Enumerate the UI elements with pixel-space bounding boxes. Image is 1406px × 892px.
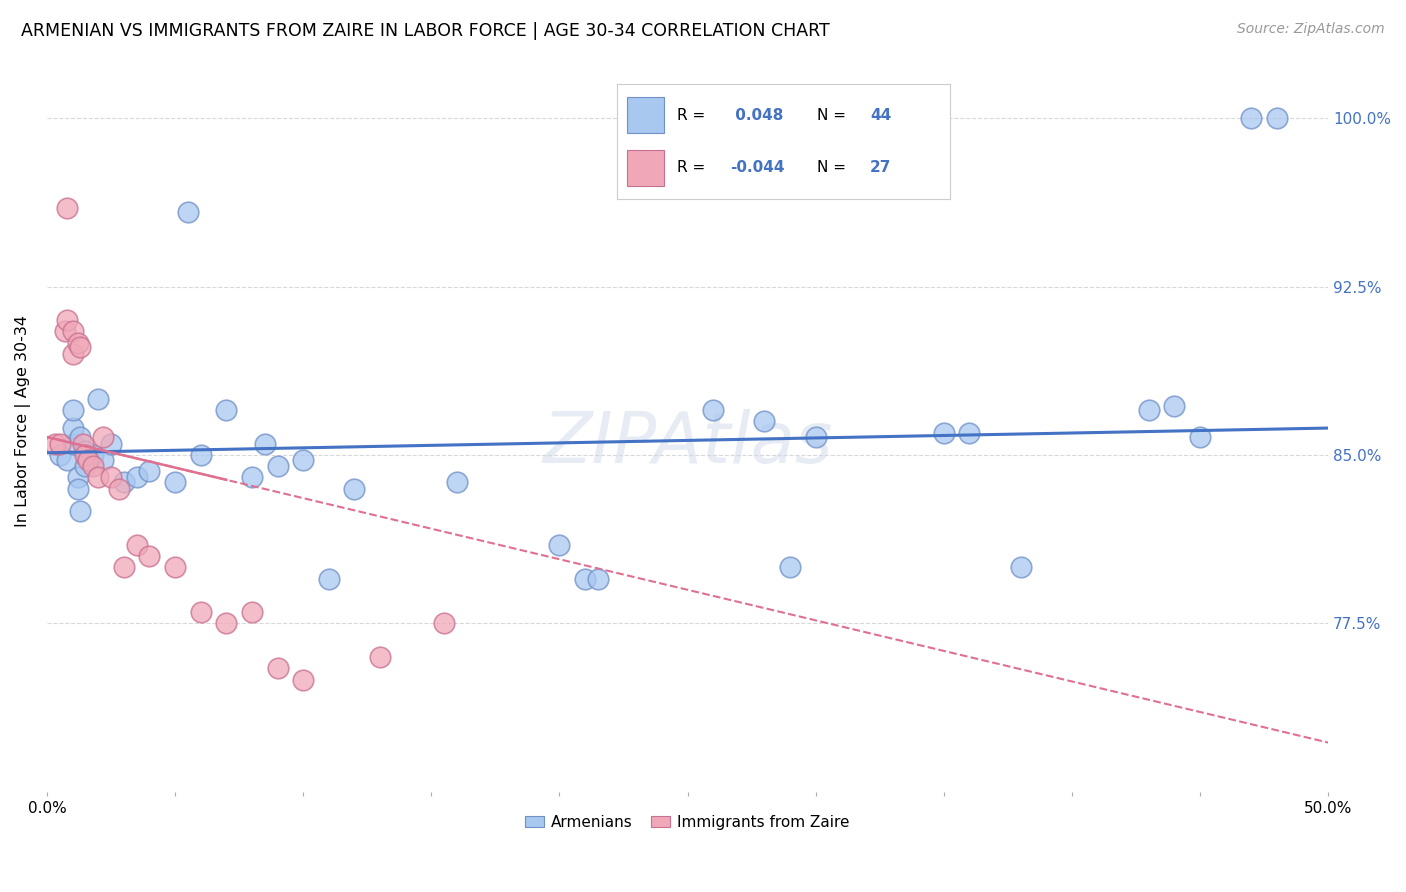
Point xyxy=(75,459,97,474)
Point xyxy=(368,650,391,665)
Point xyxy=(1137,403,1160,417)
Point xyxy=(240,605,263,619)
Point xyxy=(100,437,122,451)
Point xyxy=(318,572,340,586)
Point xyxy=(62,325,84,339)
Point xyxy=(253,437,276,451)
Point xyxy=(62,347,84,361)
Point xyxy=(266,661,288,675)
Point xyxy=(574,572,596,586)
Point xyxy=(1010,560,1032,574)
Point xyxy=(177,205,200,219)
Point xyxy=(56,452,79,467)
Point xyxy=(62,421,84,435)
Point xyxy=(100,470,122,484)
Point xyxy=(957,425,980,440)
Point xyxy=(69,340,91,354)
Point xyxy=(75,448,97,462)
Text: Source: ZipAtlas.com: Source: ZipAtlas.com xyxy=(1237,22,1385,37)
Point xyxy=(66,482,89,496)
Point xyxy=(292,452,315,467)
Point xyxy=(548,538,571,552)
Point xyxy=(754,414,776,428)
Point xyxy=(56,201,79,215)
Point xyxy=(93,430,115,444)
Point xyxy=(586,572,609,586)
Point xyxy=(62,403,84,417)
Y-axis label: In Labor Force | Age 30-34: In Labor Force | Age 30-34 xyxy=(15,315,31,527)
Point xyxy=(446,475,468,489)
Point xyxy=(433,616,456,631)
Point xyxy=(44,437,66,451)
Point xyxy=(1240,111,1263,125)
Point xyxy=(1265,111,1288,125)
Point xyxy=(138,549,160,563)
Point xyxy=(215,616,238,631)
Point xyxy=(56,313,79,327)
Legend: Armenians, Immigrants from Zaire: Armenians, Immigrants from Zaire xyxy=(519,809,856,836)
Point xyxy=(53,325,76,339)
Point xyxy=(93,452,115,467)
Point xyxy=(66,335,89,350)
Point xyxy=(240,470,263,484)
Point xyxy=(125,470,148,484)
Point xyxy=(266,459,288,474)
Point xyxy=(75,443,97,458)
Point xyxy=(125,538,148,552)
Point xyxy=(165,560,187,574)
Point xyxy=(82,459,104,474)
Point xyxy=(112,560,135,574)
Point xyxy=(932,425,955,440)
Point xyxy=(779,560,801,574)
Point xyxy=(77,452,100,467)
Text: ZIPAtlas: ZIPAtlas xyxy=(543,409,832,478)
Point xyxy=(215,403,238,417)
Point xyxy=(69,504,91,518)
Point xyxy=(72,437,94,451)
Point xyxy=(804,430,827,444)
Point xyxy=(112,475,135,489)
Point xyxy=(49,448,72,462)
Point xyxy=(66,470,89,484)
Point xyxy=(69,430,91,444)
Point xyxy=(107,482,129,496)
Point xyxy=(343,482,366,496)
Point xyxy=(292,673,315,687)
Text: ARMENIAN VS IMMIGRANTS FROM ZAIRE IN LABOR FORCE | AGE 30-34 CORRELATION CHART: ARMENIAN VS IMMIGRANTS FROM ZAIRE IN LAB… xyxy=(21,22,830,40)
Point xyxy=(62,437,84,451)
Point xyxy=(138,464,160,478)
Point xyxy=(165,475,187,489)
Point xyxy=(87,392,110,406)
Point xyxy=(702,403,724,417)
Point xyxy=(1163,399,1185,413)
Point xyxy=(1189,430,1212,444)
Point xyxy=(190,605,212,619)
Point xyxy=(82,448,104,462)
Point xyxy=(87,470,110,484)
Point xyxy=(190,448,212,462)
Point xyxy=(49,437,72,451)
